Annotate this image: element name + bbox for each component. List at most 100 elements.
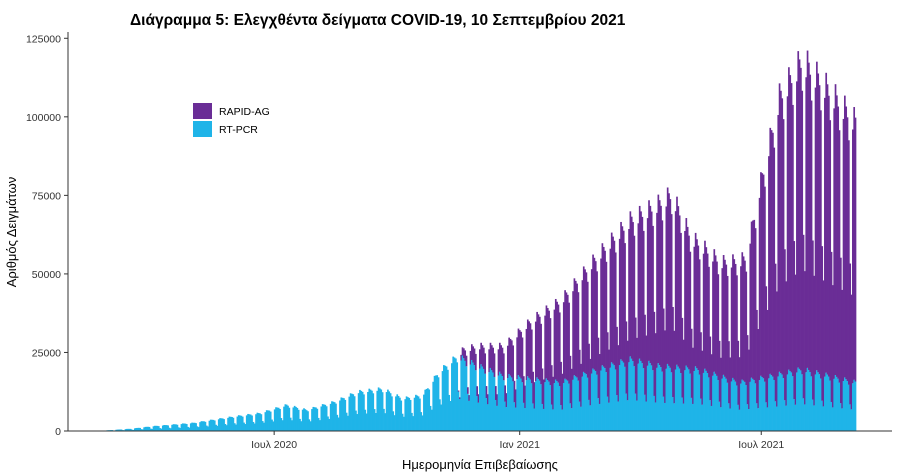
bar-rt-pcr	[116, 429, 119, 431]
bar-rt-pcr	[661, 371, 664, 431]
bar-rt-pcr	[712, 375, 714, 431]
bar-rt-pcr	[293, 405, 296, 431]
bar-rt-pcr	[528, 377, 530, 431]
bar-rt-pcr	[220, 418, 223, 431]
bar-rt-pcr	[748, 409, 750, 431]
bar-rt-pcr	[271, 419, 273, 431]
bar-rt-pcr	[388, 391, 391, 431]
bar-rapid-ag	[720, 357, 722, 408]
bar-rt-pcr	[524, 408, 526, 431]
bar-rapid-ag	[632, 222, 634, 362]
bar-rt-pcr	[357, 393, 360, 431]
bar-rapid-ag	[616, 326, 618, 396]
bar-rt-pcr	[424, 389, 427, 431]
bar-rt-pcr	[208, 420, 211, 431]
bar-rapid-ag	[597, 337, 600, 399]
bar-rt-pcr	[439, 399, 441, 431]
bar-rt-pcr	[850, 409, 853, 431]
bar-rt-pcr	[299, 418, 301, 431]
bar-rt-pcr	[516, 379, 518, 431]
bar-rt-pcr	[453, 357, 456, 431]
bar-rt-pcr	[654, 402, 657, 431]
bar-rt-pcr	[681, 397, 684, 431]
bar-rt-pcr	[309, 421, 312, 431]
bar-rt-pcr	[367, 391, 369, 431]
bar-rt-pcr	[725, 378, 728, 431]
bar-rt-pcr	[802, 398, 805, 431]
bar-rt-pcr	[686, 367, 689, 431]
bar-rt-pcr	[570, 408, 573, 431]
bar-rt-pcr	[669, 367, 672, 431]
bar-rapid-ag	[681, 317, 684, 398]
bar-rt-pcr	[732, 377, 734, 431]
legend-swatch-rt-pcr	[193, 121, 212, 137]
bar-rt-pcr	[581, 376, 584, 431]
bar-rt-pcr	[808, 369, 810, 431]
bar-rapid-ag	[638, 205, 641, 359]
bar-rt-pcr	[564, 378, 566, 431]
bar-rt-pcr	[484, 373, 487, 431]
bar-rapid-ag	[664, 330, 666, 403]
bar-rapid-ag	[789, 75, 792, 372]
bar-rapid-ag	[536, 311, 538, 378]
bar-rt-pcr	[708, 377, 710, 431]
bar-rapid-ag	[734, 263, 737, 382]
bar-rt-pcr	[311, 409, 313, 431]
bar-rt-pcr	[232, 417, 235, 431]
bar-rt-pcr	[617, 401, 620, 431]
bar-rapid-ag	[692, 347, 694, 404]
bar-rapid-ag	[850, 294, 853, 410]
bar-rt-pcr	[333, 402, 336, 431]
bar-rt-pcr	[852, 383, 854, 431]
bar-rt-pcr	[465, 366, 468, 431]
bar-rt-pcr	[280, 418, 283, 431]
bar-rapid-ag	[808, 62, 810, 370]
bar-rt-pcr	[183, 423, 185, 431]
bar-rt-pcr	[760, 375, 762, 431]
bar-rt-pcr	[459, 399, 461, 431]
bar-rapid-ag	[801, 90, 804, 375]
bar-rt-pcr	[196, 426, 199, 431]
bar-rt-pcr	[572, 379, 574, 431]
bar-rapid-ag	[476, 386, 479, 397]
bar-rt-pcr	[247, 413, 249, 431]
bar-rt-pcr	[801, 374, 804, 431]
bar-rt-pcr	[169, 428, 172, 431]
bar-rt-pcr	[361, 391, 364, 431]
bar-rt-pcr	[696, 368, 698, 431]
bar-rapid-ag	[726, 275, 729, 383]
bar-rt-pcr	[469, 364, 472, 431]
bar-rapid-ag	[706, 253, 709, 373]
bar-rapid-ag	[605, 261, 608, 373]
bar-rapid-ag	[593, 257, 596, 370]
bar-rt-pcr	[761, 377, 764, 431]
bar-rt-pcr	[534, 381, 537, 431]
bar-rapid-ag	[788, 67, 790, 370]
bar-rapid-ag	[626, 340, 629, 401]
y-tick-label: 25000	[32, 347, 61, 359]
bar-rt-pcr	[618, 365, 621, 431]
bar-rapid-ag	[741, 252, 744, 380]
bar-rapid-ag	[805, 77, 808, 373]
bar-rapid-ag	[598, 354, 601, 404]
bar-rapid-ag	[574, 280, 577, 377]
bar-rt-pcr	[541, 403, 544, 431]
bar-rt-pcr	[744, 381, 746, 431]
bar-rt-pcr	[632, 361, 634, 431]
bar-rt-pcr	[782, 378, 785, 431]
bar-rt-pcr	[171, 424, 173, 431]
bar-rt-pcr	[629, 356, 632, 431]
bar-rapid-ag	[572, 291, 574, 380]
bar-rt-pcr	[834, 375, 837, 431]
bar-rt-pcr	[187, 426, 189, 431]
bar-rapid-ag	[578, 349, 581, 402]
bar-rt-pcr	[594, 371, 597, 431]
bar-rt-pcr	[321, 404, 324, 431]
bar-rapid-ag	[770, 130, 773, 376]
bar-rt-pcr	[221, 418, 224, 431]
bar-rt-pcr	[778, 371, 781, 431]
bar-rt-pcr	[203, 421, 205, 431]
bar-rt-pcr	[714, 373, 717, 431]
bar-rapid-ag	[634, 317, 637, 394]
bar-rt-pcr	[848, 384, 850, 431]
